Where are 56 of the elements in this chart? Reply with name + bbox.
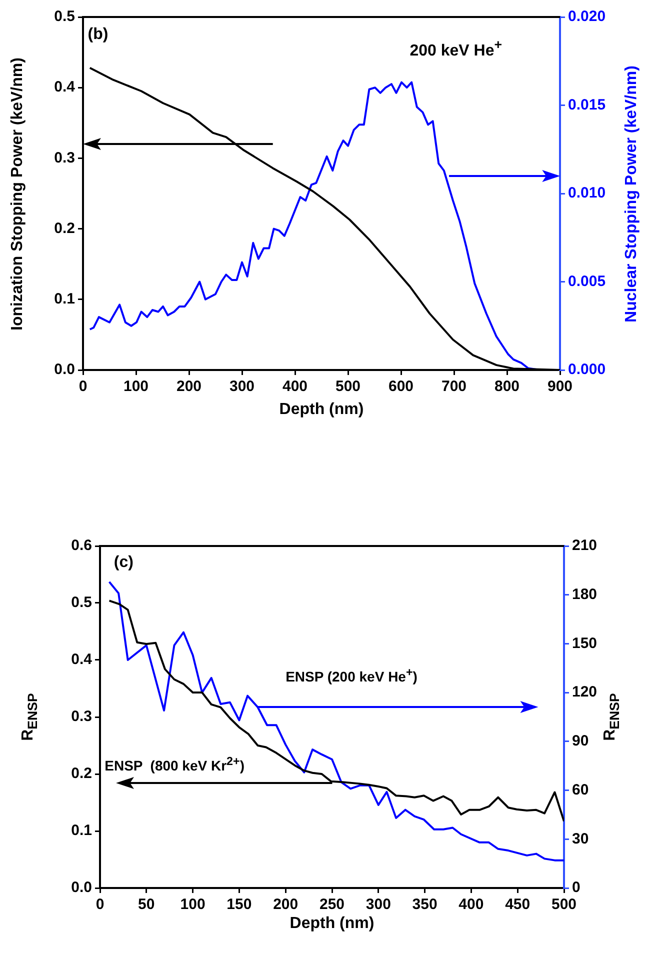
y2-tick-label: 30 (572, 830, 589, 848)
annotation: (c) (114, 554, 134, 572)
x-tick-label: 800 (494, 378, 520, 396)
x-tick-label: 100 (123, 378, 149, 396)
x-axis-title: Depth (nm) (279, 401, 364, 419)
y2-tick-label: 0.010 (568, 184, 606, 202)
x-tick-label: 400 (458, 896, 484, 914)
y2-tick-label: 0 (572, 879, 580, 896)
y2-axis-title: Nuclear Stopping Power (keV/nm) (623, 65, 641, 322)
x-tick-label: 300 (229, 378, 255, 396)
y-axis-title: Ionization Stopping Power (keV/nm) (9, 57, 27, 330)
x-tick-label: 200 (273, 896, 298, 914)
x-tick-label: 900 (547, 378, 573, 396)
y2-tick-label: 90 (572, 732, 589, 750)
annotation: 200 keV He$^{+}$ (410, 36, 502, 60)
y-tick-label: 0.2 (54, 220, 75, 237)
y-tick-label: 0.5 (71, 594, 92, 612)
y-tick-label: 0.3 (54, 149, 75, 166)
x-tick-label: 250 (319, 896, 345, 914)
x-tick-label: 150 (226, 896, 252, 914)
y-tick-label: 0.1 (54, 290, 75, 308)
y2-tick-label: 0.015 (568, 96, 606, 114)
y-tick-label: 0.0 (54, 361, 75, 378)
y-tick-label: 0.6 (71, 537, 92, 554)
annotation: ENSP (800 keV Kr$^{2+}$) (104, 754, 245, 774)
annotation: (b) (88, 26, 108, 44)
x-tick-label: 500 (335, 378, 361, 396)
x-tick-label: 0 (78, 378, 88, 396)
y2-tick-label: 210 (572, 537, 598, 554)
y-tick-label: 0.1 (71, 822, 92, 840)
x-tick-label: 400 (282, 378, 308, 396)
y-tick-label: 0.5 (54, 8, 75, 26)
y-tick-label: 0.4 (54, 78, 76, 96)
y2-tick-label: 150 (572, 634, 598, 652)
x-tick-label: 300 (366, 896, 391, 914)
y2-tick-label: 0.005 (568, 272, 606, 290)
x-tick-label: 100 (180, 896, 206, 914)
x-axis-title: Depth (nm) (290, 915, 374, 933)
y-tick-label: 0.0 (71, 879, 92, 896)
y2-tick-label: 180 (572, 586, 598, 603)
y2-tick-label: 0.020 (568, 8, 606, 26)
x-tick-label: 0 (96, 896, 104, 914)
x-tick-label: 700 (441, 378, 467, 396)
x-tick-label: 350 (412, 896, 438, 914)
x-tick-label: 200 (176, 378, 202, 396)
x-tick-label: 600 (388, 378, 414, 396)
y2-tick-label: 0.000 (568, 361, 606, 378)
y2-tick-label: 60 (572, 781, 589, 798)
y-tick-label: 0.4 (71, 651, 93, 668)
annotation: ENSP (200 keV He$^{+}$) (286, 666, 418, 685)
y-tick-label: 0.3 (71, 708, 92, 726)
x-tick-label: 450 (505, 896, 530, 914)
x-tick-label: 50 (138, 896, 155, 914)
y-tick-label: 0.2 (71, 765, 92, 782)
x-tick-label: 500 (551, 896, 577, 914)
y2-tick-label: 120 (572, 684, 598, 701)
